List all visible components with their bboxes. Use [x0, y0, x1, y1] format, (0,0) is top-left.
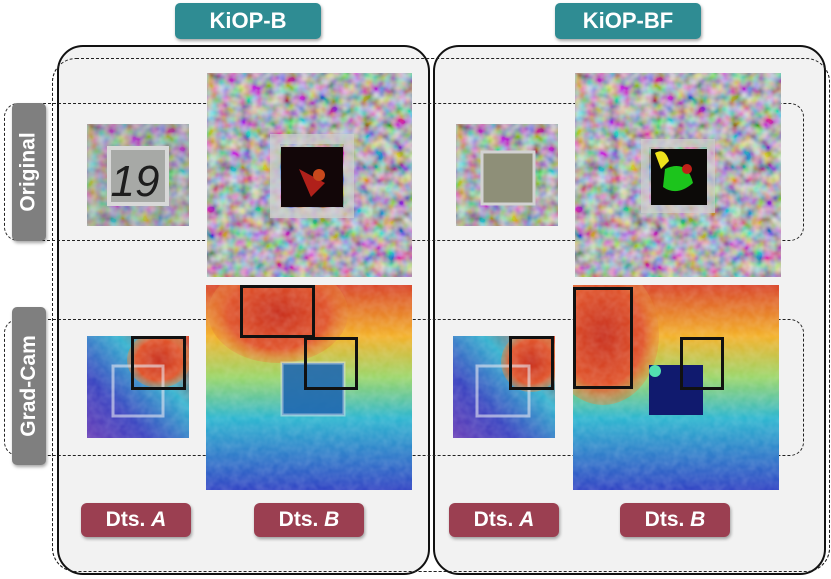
row-label-original: Original	[12, 103, 46, 241]
kiop-bf-dts-b-original-image	[575, 73, 781, 277]
badge-letter: A	[151, 508, 167, 531]
kiop-bf-dts-b-attention-box-2	[680, 337, 724, 390]
kiop-bf-dts-b-attention-box-1	[573, 287, 633, 389]
badge-letter: B	[690, 508, 706, 531]
kiop-b-dts-a-original-image: 19	[87, 124, 189, 226]
kiop-bf-dts-a-original-image	[456, 124, 558, 226]
badge-kiop-b-dts-a: Dts. A	[81, 503, 191, 537]
column-label-kiop-b: KiOP-B	[175, 3, 321, 39]
badge-prefix: Dts.	[278, 508, 325, 531]
badge-prefix: Dts.	[644, 508, 691, 531]
badge-prefix: Dts.	[105, 508, 152, 531]
row-label-grad-cam: Grad-Cam	[12, 307, 46, 465]
kiop-b-dts-b-original-image	[207, 73, 412, 277]
outer-dashed-frame-overlay	[52, 58, 830, 572]
badge-prefix: Dts.	[473, 508, 520, 531]
original-digits: 19	[111, 157, 160, 206]
kiop-b-dts-b-attention-box-1	[240, 285, 315, 338]
row-label-grad-cam-text: Grad-Cam	[17, 335, 40, 437]
badge-kiop-b-dts-b: Dts. B	[254, 503, 364, 537]
kiop-b-dts-b-attention-box-2	[304, 337, 358, 390]
kiop-b-dts-a-attention-box	[131, 336, 186, 390]
badge-kiop-bf-dts-a: Dts. A	[449, 503, 559, 537]
badge-kiop-bf-dts-b: Dts. B	[620, 503, 730, 537]
kiop-bf-dts-a-gradcam-image	[453, 336, 555, 438]
badge-letter: B	[324, 508, 340, 531]
kiop-bf-dts-a-attention-box	[509, 336, 554, 390]
column-label-kiop-bf: KiOP-BF	[555, 3, 701, 39]
badge-letter: A	[519, 508, 535, 531]
row-label-original-text: Original	[17, 132, 41, 212]
